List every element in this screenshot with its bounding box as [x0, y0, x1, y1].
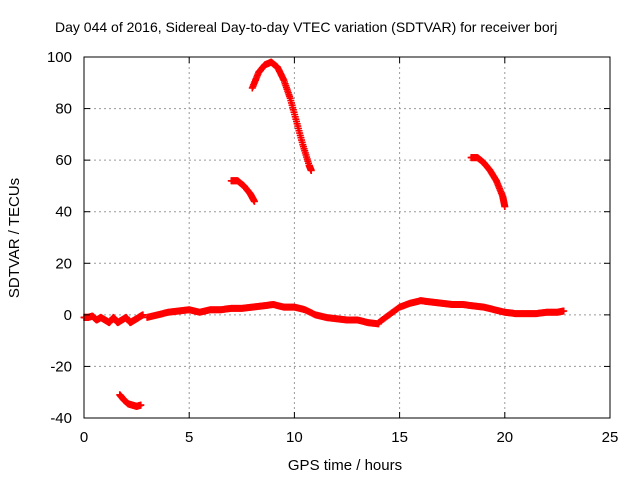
- grid-lines: [84, 57, 610, 418]
- y-tick-label: 60: [55, 152, 72, 169]
- series-arc-mid: [227, 177, 258, 205]
- y-tick-label: -40: [50, 410, 72, 427]
- axes: 0 5 10 15 20 25 -40 -20 0 20 40 60 80 100: [47, 49, 618, 446]
- data-point: [307, 166, 315, 174]
- series-arc-baseline-3: [375, 297, 568, 327]
- y-tick-label: 20: [55, 255, 72, 272]
- x-axis-label: GPS time / hours: [288, 457, 402, 474]
- x-tick-label: 5: [185, 429, 193, 446]
- series-arc-late: [467, 154, 509, 211]
- y-axis-label: SDTVAR / TECUs: [6, 178, 23, 298]
- y-tick-label: 100: [47, 49, 72, 66]
- x-tick-label: 15: [391, 429, 408, 446]
- plot-frame: [83, 56, 611, 419]
- data-points: [80, 58, 568, 410]
- data-point: [501, 203, 509, 211]
- x-tick-label: 10: [286, 429, 303, 446]
- x-tick-label: 20: [496, 429, 513, 446]
- data-point: [250, 197, 258, 205]
- y-tick-label: 0: [64, 307, 72, 324]
- chart-title: Day 044 of 2016, Sidereal Day-to-day VTE…: [55, 19, 557, 35]
- series-arc-peak: [248, 58, 315, 174]
- y-tick-label: 80: [55, 101, 72, 118]
- y-tick-label: -20: [50, 358, 72, 375]
- x-tick-label: 25: [602, 429, 619, 446]
- data-point: [560, 307, 568, 315]
- x-tick-label: 0: [80, 429, 88, 446]
- series-arc-baseline-1: [80, 311, 147, 327]
- data-point: [137, 401, 145, 409]
- series-arc-negative: [116, 391, 145, 410]
- y-tick-label: 40: [55, 204, 72, 221]
- data-point: [139, 311, 147, 319]
- series-arc-baseline-2: [143, 301, 383, 328]
